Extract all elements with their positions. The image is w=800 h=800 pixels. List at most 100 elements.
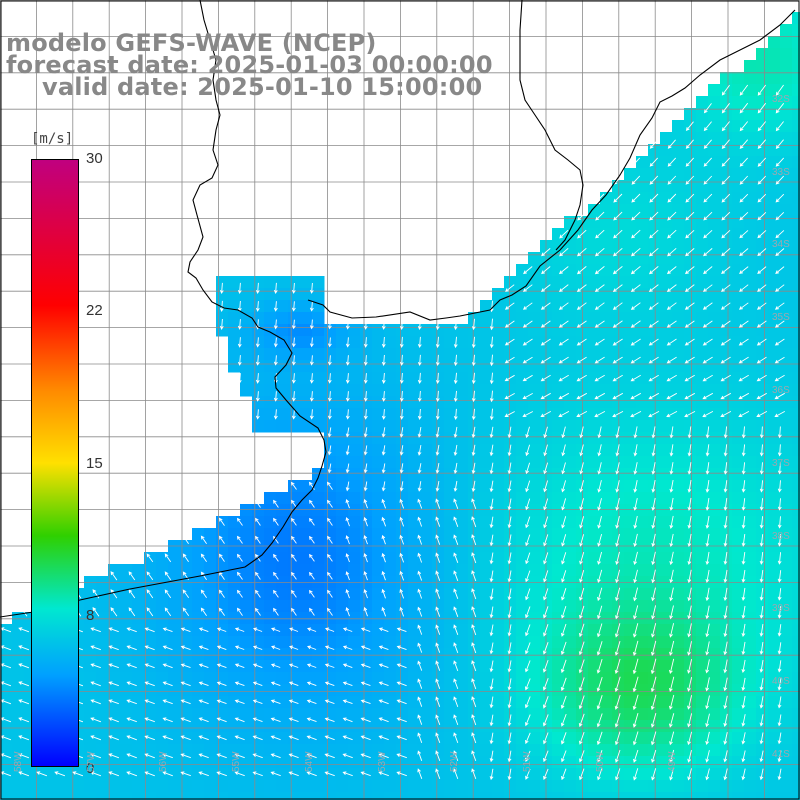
speed-cell [780,624,793,637]
speed-cell [744,528,757,541]
speed-cell [732,468,745,481]
speed-cell [660,168,673,181]
wind-arrow [739,284,749,292]
speed-cell [756,72,769,85]
speed-cell [552,780,565,793]
speed-cell [420,528,433,541]
wind-arrow [291,337,296,348]
speed-cell [672,696,685,709]
speed-cell [324,324,337,337]
speed-cell [792,636,800,649]
lat-label-37s: 37S [772,458,790,469]
speed-cell [348,528,361,541]
speed-cell [696,372,709,385]
speed-cell [696,780,709,793]
wind-arrow [489,498,494,511]
speed-cell [144,744,157,757]
speed-cell [792,456,800,469]
speed-cell [792,468,800,481]
speed-cell [732,192,745,205]
speed-cell [420,744,433,757]
speed-cell [420,468,433,481]
speed-cell [708,672,721,685]
speed-cell [456,672,469,685]
speed-cell [432,456,445,469]
speed-cell [348,492,361,505]
speed-cell [588,696,601,709]
wind-arrow [739,248,749,257]
speed-cell [372,684,385,697]
wind-arrow [255,517,261,526]
speed-cell [636,648,649,661]
speed-cell [696,684,709,697]
speed-cell [420,648,433,661]
speed-cell [672,672,685,685]
wind-arrow [288,717,299,723]
speed-cell [624,336,637,349]
speed-cell [456,384,469,397]
wind-arrow [524,660,531,673]
wind-arrow [615,497,620,511]
wind-arrow [561,480,567,493]
speed-cell [516,348,529,361]
speed-cell [636,528,649,541]
speed-cell [744,624,757,637]
speed-cell [720,612,733,625]
wind-arrow [126,753,137,759]
wind-arrow [705,587,710,602]
wind-arrow [775,175,785,185]
speed-cell [624,204,637,217]
wind-arrow [363,355,368,366]
speed-cell [792,120,800,133]
speed-cell [648,780,661,793]
speed-cell [384,780,397,793]
speed-cell [504,648,517,661]
wind-arrow [435,732,441,743]
wind-arrow [345,427,350,438]
speed-cell [432,420,445,433]
speed-cell [492,660,505,673]
speed-cell [708,636,721,649]
speed-cell [372,372,385,385]
wind-arrow [702,302,713,310]
speed-cell [768,480,781,493]
speed-cell [444,552,457,565]
wind-arrow [291,301,296,312]
speed-cell [636,588,649,601]
speed-cell [552,744,565,757]
speed-cell [636,156,649,169]
speed-cell [480,480,493,493]
wind-arrow [576,302,587,310]
speed-cell [312,468,325,481]
speed-cell [408,336,421,349]
speed-cell [708,432,721,445]
speed-cell [528,456,541,469]
speed-cell [372,336,385,349]
wind-arrow [435,750,441,761]
speed-cell [708,156,721,169]
wind-arrow [327,517,333,526]
speed-cell [132,660,145,673]
wind-arrow [92,589,100,599]
speed-cell [792,192,800,205]
speed-cell [660,300,673,313]
wind-arrow [237,282,242,295]
speed-cell [12,732,25,745]
wind-arrow [18,717,30,723]
speed-cell [384,720,397,733]
wind-arrow [705,750,710,763]
speed-cell [408,780,421,793]
speed-cell [780,360,793,373]
wind-arrow [632,623,639,638]
speed-cell [648,504,661,517]
speed-cell [792,276,800,289]
speed-cell [720,72,733,85]
wind-arrow [522,411,534,418]
speed-cell [756,756,769,769]
wind-arrow [630,374,641,382]
speed-cell [168,636,181,649]
speed-cell [0,708,13,721]
speed-cell [780,432,793,445]
speed-cell [528,552,541,565]
speed-cell [396,684,409,697]
